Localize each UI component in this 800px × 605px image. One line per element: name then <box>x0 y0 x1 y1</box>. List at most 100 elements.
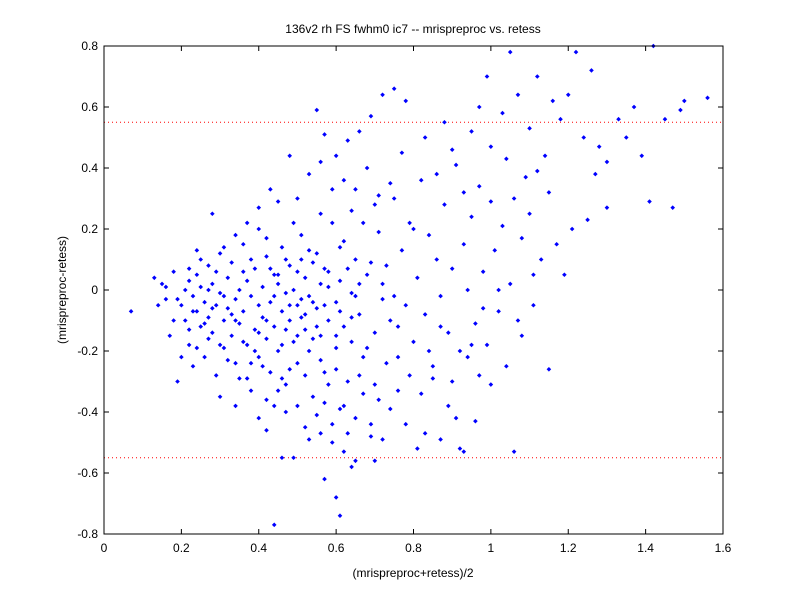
data-point <box>240 269 246 274</box>
data-point <box>155 302 161 308</box>
data-point <box>291 455 296 461</box>
data-point <box>151 275 157 281</box>
data-point <box>476 373 482 378</box>
data-point <box>194 272 200 278</box>
data-point <box>213 302 219 308</box>
data-point <box>275 272 281 278</box>
data-point <box>569 226 575 232</box>
data-point <box>581 135 587 140</box>
data-point <box>240 339 246 345</box>
data-point <box>705 95 710 101</box>
data-point <box>353 293 358 299</box>
data-point <box>256 354 262 360</box>
data-point <box>507 281 513 287</box>
data-point <box>461 190 467 195</box>
y-tick-label: -0.8 <box>77 527 98 541</box>
data-point <box>511 196 517 201</box>
data-point <box>326 269 331 274</box>
data-point <box>337 278 343 284</box>
data-point <box>415 275 420 281</box>
data-point <box>515 318 521 323</box>
data-point <box>291 287 296 293</box>
y-axis-label: (mrispreproc-retess) <box>55 236 69 344</box>
data-point <box>326 284 331 290</box>
data-point <box>213 373 219 378</box>
data-point <box>593 171 598 177</box>
plot-area <box>104 46 723 534</box>
data-point <box>167 333 173 339</box>
data-point <box>237 376 242 381</box>
data-point <box>500 110 505 116</box>
data-point <box>333 153 339 159</box>
data-point <box>260 284 265 290</box>
data-point <box>252 266 258 271</box>
data-point <box>449 266 455 271</box>
data-point <box>217 394 223 400</box>
data-point <box>248 257 254 262</box>
data-point <box>380 92 385 98</box>
data-point <box>387 318 393 323</box>
data-point <box>465 287 470 293</box>
data-point <box>318 431 323 436</box>
data-point <box>604 205 610 210</box>
data-point <box>318 357 323 363</box>
data-point <box>240 309 246 314</box>
data-point <box>395 324 401 329</box>
data-point <box>299 257 304 262</box>
data-point <box>415 446 420 451</box>
data-point <box>434 171 440 177</box>
data-point <box>418 177 424 183</box>
data-point <box>554 241 559 247</box>
data-point <box>457 446 463 451</box>
data-point <box>264 397 269 403</box>
x-tick-label: 0.8 <box>405 541 422 555</box>
data-point <box>291 220 296 226</box>
data-point <box>407 220 412 226</box>
x-tick-label: 1.4 <box>637 541 654 555</box>
data-point <box>535 74 540 79</box>
x-tick-label: 0.2 <box>173 541 190 555</box>
data-point <box>268 266 273 271</box>
data-point <box>302 275 308 281</box>
data-point <box>175 296 180 302</box>
data-point <box>306 293 312 299</box>
data-point <box>248 360 254 366</box>
data-point <box>225 357 231 363</box>
data-point <box>333 333 339 339</box>
data-point <box>349 315 354 320</box>
data-point <box>283 409 289 415</box>
data-point <box>453 162 459 168</box>
data-point <box>217 342 223 348</box>
data-point <box>159 281 165 287</box>
data-point <box>438 437 443 442</box>
data-point <box>484 74 490 79</box>
data-point <box>461 449 467 454</box>
data-point <box>449 147 455 152</box>
data-point <box>364 272 370 278</box>
data-point <box>248 293 254 299</box>
data-point <box>430 376 436 381</box>
data-point <box>306 248 312 253</box>
data-point <box>496 287 501 293</box>
data-point <box>438 324 443 329</box>
data-point <box>368 260 374 265</box>
data-point <box>372 330 378 335</box>
data-point <box>341 403 347 409</box>
y-tick-label: -0.4 <box>77 405 98 419</box>
data-point <box>678 107 683 113</box>
data-point <box>399 150 405 156</box>
data-point <box>337 245 343 250</box>
data-point <box>480 269 486 274</box>
y-tick-label: 0.2 <box>81 222 98 236</box>
data-point <box>368 113 374 119</box>
data-point <box>318 333 323 339</box>
data-point <box>565 92 571 98</box>
data-point <box>322 370 327 375</box>
data-point <box>349 208 354 213</box>
data-point <box>449 379 455 384</box>
data-point <box>380 437 385 442</box>
data-point <box>295 360 300 366</box>
data-point <box>310 260 316 265</box>
data-point <box>357 312 362 317</box>
data-point <box>538 257 544 262</box>
